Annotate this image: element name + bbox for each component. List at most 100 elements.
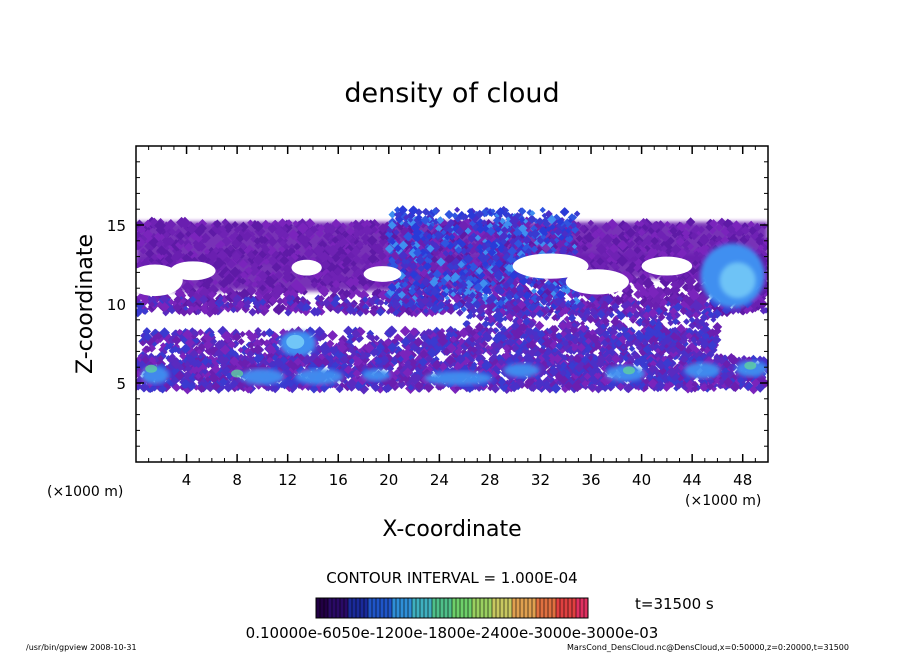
- bright-patch: [700, 243, 765, 308]
- cloud-cell: [456, 238, 464, 246]
- cloud-cell: [338, 274, 347, 283]
- cloud-cell: [227, 340, 236, 349]
- cloud-cell: [398, 250, 408, 261]
- cloud-cell: [343, 297, 350, 304]
- cloud-cell: [333, 266, 343, 276]
- cloud-cell: [675, 228, 686, 239]
- cloud-cell: [239, 330, 246, 338]
- cloud-cell: [337, 342, 348, 353]
- cloud-cell: [331, 218, 341, 229]
- cloud-cell: [509, 271, 519, 281]
- cloud-cell: [204, 330, 215, 342]
- cloud-cell: [419, 248, 427, 256]
- cloud-cell: [169, 259, 180, 270]
- cloud-cell: [637, 341, 645, 350]
- cloud-cell: [436, 257, 446, 267]
- cloud-cell: [442, 347, 451, 356]
- cloud-cell: [363, 342, 375, 354]
- cloud-cell: [285, 219, 293, 227]
- cloud-cell: [414, 308, 420, 315]
- cloud-cell: [529, 282, 535, 288]
- cloud-cell: [331, 236, 340, 244]
- cloud-cell: [318, 300, 325, 307]
- cloud-cell: [536, 288, 544, 296]
- cloud-cell: [204, 346, 213, 356]
- cloud-cell: [535, 301, 541, 307]
- cloud-cell: [529, 311, 537, 319]
- cloud-cell: [387, 342, 398, 353]
- cloud-cell: [542, 219, 551, 228]
- cloud-cell: [223, 273, 236, 285]
- cloud-cell: [662, 340, 671, 349]
- cloud-cell: [409, 327, 419, 337]
- cloud-cell: [415, 296, 424, 304]
- cloud-cell: [232, 332, 242, 342]
- cloud-cell: [415, 288, 424, 297]
- cloud-cell: [495, 241, 506, 251]
- cloud-cell: [596, 257, 605, 266]
- cloud-cell: [179, 216, 191, 229]
- cloud-cell: [357, 228, 365, 237]
- cloud-cell: [447, 307, 455, 315]
- cloud-cell: [238, 252, 245, 259]
- cloud-cell: [408, 287, 417, 296]
- cloud-cell: [214, 339, 225, 351]
- cloud-cell: [191, 329, 199, 337]
- cloud-cell: [287, 229, 299, 241]
- cloud-cell: [527, 214, 537, 224]
- cloud-cell: [634, 329, 644, 338]
- cloud-cell: [413, 248, 422, 258]
- cloud-cell: [151, 253, 159, 261]
- cloud-cell: [393, 229, 400, 236]
- cloud-cell: [507, 246, 517, 257]
- cloud-cell: [205, 276, 214, 285]
- cloud-cell: [478, 253, 486, 261]
- cloud-cell: [238, 288, 251, 300]
- cloud-cell: [314, 326, 325, 337]
- cloud-cell: [317, 224, 326, 233]
- cloud-cell: [271, 262, 282, 273]
- cloud-cell: [720, 226, 731, 237]
- cloud-cell: [726, 224, 736, 234]
- cloud-cell: [595, 227, 603, 235]
- cloud-cell: [444, 209, 454, 219]
- cloud-cell: [542, 305, 551, 314]
- cloud-cell: [530, 228, 541, 239]
- cloud-cell: [669, 284, 681, 296]
- cloud-cell: [554, 227, 563, 237]
- cloud-cell: [592, 301, 601, 309]
- cloud-cell: [224, 336, 232, 344]
- cloud-cell: [440, 229, 447, 236]
- cloud-cell: [426, 258, 433, 265]
- cloud-cell: [247, 332, 258, 343]
- cloud-layer: [460, 306, 723, 356]
- cloud-cell: [428, 261, 438, 272]
- cloud-cell: [448, 250, 454, 256]
- cloud-cell: [703, 301, 710, 308]
- cloud-cell: [182, 253, 191, 263]
- cloud-cell: [478, 299, 486, 306]
- cloud-cell: [728, 235, 739, 246]
- cloud-cell: [252, 338, 263, 349]
- cloud-cell: [486, 234, 494, 241]
- cloud-cell: [650, 242, 658, 250]
- cloud-cell: [481, 319, 490, 329]
- cloud-cell: [408, 248, 419, 259]
- cloud-cell: [172, 303, 182, 313]
- cloud-cell: [379, 233, 387, 241]
- cloud-cell: [189, 295, 197, 304]
- cloud-cell: [171, 345, 180, 353]
- cloud-cell: [491, 253, 501, 263]
- cloud-cell: [501, 210, 509, 218]
- cloud-cell: [437, 281, 443, 288]
- cloud-cell: [443, 287, 450, 294]
- cloud-cell: [546, 282, 557, 293]
- cloud-cell: [740, 225, 751, 235]
- cloud-cell: [348, 221, 355, 228]
- cloud-cell: [239, 277, 247, 285]
- cloud-cell: [279, 255, 290, 266]
- cloud-cell: [601, 222, 612, 233]
- cloud-cell: [242, 233, 251, 242]
- cloud-cell: [664, 236, 671, 243]
- cloud-cell: [761, 223, 768, 230]
